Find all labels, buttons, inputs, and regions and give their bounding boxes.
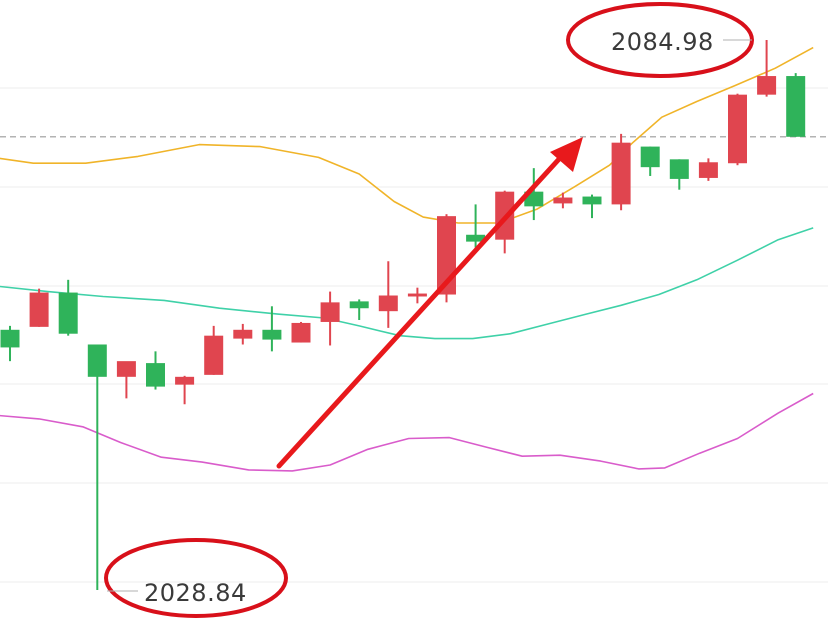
candle-body — [466, 234, 486, 242]
candle — [786, 73, 806, 137]
high-price-annotation: 2084.98 — [566, 2, 754, 78]
candle-body — [204, 335, 224, 375]
bollinger-bands — [0, 46, 814, 472]
trend-arrow-shaft — [276, 155, 563, 469]
candle-body — [698, 162, 718, 178]
candle-body — [0, 329, 20, 348]
candle-body — [29, 292, 49, 327]
candle — [611, 133, 631, 211]
high-price-label: 2084.98 — [611, 28, 714, 56]
candle — [466, 204, 486, 248]
candle-body — [291, 322, 311, 343]
candle-body — [349, 301, 369, 309]
candle-body — [262, 329, 282, 340]
candle — [378, 261, 398, 328]
candle-body — [786, 76, 806, 137]
chart-gridlines — [0, 87, 828, 583]
candle — [291, 321, 311, 343]
candle-body — [582, 196, 602, 205]
candle-body — [320, 302, 340, 322]
candle — [757, 40, 777, 97]
candle-body — [407, 293, 427, 297]
candle-body — [146, 363, 165, 387]
trend-arrow-head — [550, 137, 583, 172]
candle-body — [728, 94, 747, 164]
lower-band-line — [0, 392, 814, 472]
candle — [728, 93, 747, 166]
candle — [116, 361, 136, 399]
candle — [58, 279, 78, 336]
candle-body — [553, 197, 573, 204]
candle — [262, 306, 282, 352]
candle-body — [640, 146, 660, 168]
candle — [175, 375, 195, 405]
candle — [0, 325, 20, 362]
low-price-annotation: 2028.84 — [104, 538, 288, 618]
candle — [233, 323, 253, 345]
trend-arrow — [276, 137, 583, 469]
candle-body — [611, 142, 631, 205]
candle — [553, 192, 573, 209]
candle-body — [175, 376, 195, 385]
candle — [349, 299, 369, 320]
candle-body — [669, 159, 689, 179]
candle-body — [757, 76, 777, 95]
low-annotation-ring — [104, 538, 288, 618]
middle-band-line — [0, 227, 814, 340]
candle — [29, 288, 49, 327]
upper-band-line — [0, 46, 814, 224]
candle-body — [378, 295, 398, 312]
candle-body — [116, 361, 136, 377]
candle — [407, 287, 427, 304]
candle-body — [87, 344, 107, 377]
candle — [669, 159, 689, 190]
candle-body — [233, 329, 253, 339]
candle — [204, 325, 224, 375]
candle — [87, 344, 107, 590]
candle — [146, 351, 165, 390]
candle-body — [58, 292, 78, 334]
candle — [698, 158, 718, 181]
candlestick-series — [0, 40, 806, 590]
candle — [640, 146, 660, 176]
low-price-label: 2028.84 — [144, 579, 247, 607]
candle — [582, 194, 602, 219]
candle — [320, 291, 340, 346]
